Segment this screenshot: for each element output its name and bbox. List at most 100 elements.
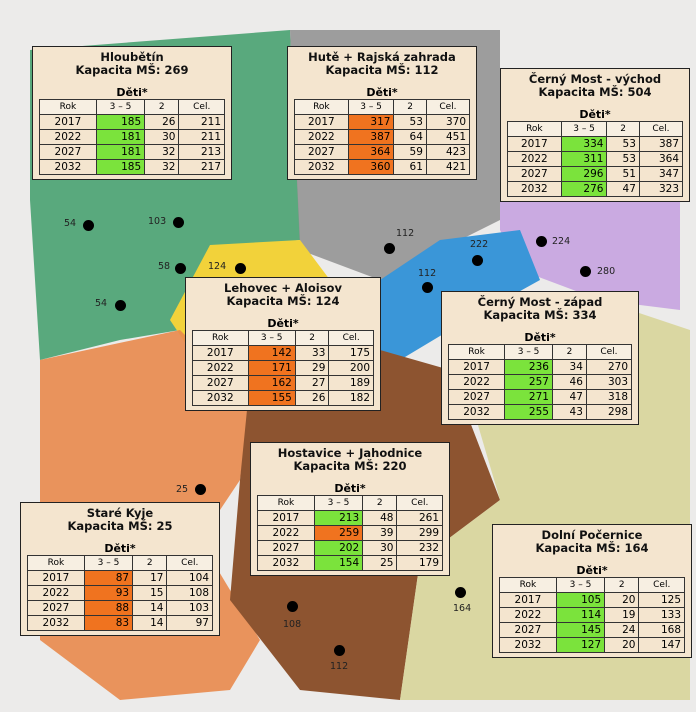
marker-label: 222	[470, 239, 489, 250]
table-cell: 423	[425, 144, 471, 160]
capacity-table: Rok 3 – 5 2 Cel. 2017 334 53 387 2022 311 53 364 202…	[507, 121, 684, 197]
table-cell: 105	[555, 592, 606, 608]
table-cell: 2032	[447, 404, 506, 420]
table-cell: 125	[638, 592, 685, 608]
table-cell: 364	[638, 151, 684, 167]
table-cell: 299	[396, 525, 443, 541]
header-cell: Rok	[447, 344, 506, 360]
table-cell: 2017	[294, 114, 349, 130]
marker-label: 280	[597, 266, 616, 277]
school-marker	[115, 300, 126, 311]
table-cell: 24	[604, 622, 640, 638]
table-row: 2032 185 32 217	[39, 159, 225, 175]
marker-label: 54	[95, 298, 108, 309]
district-name: Lehovec + Aloisov	[224, 281, 342, 295]
table-cell: 257	[504, 374, 553, 390]
table-cell: 185	[95, 114, 146, 130]
table-cell: 298	[585, 404, 633, 420]
header-cell: 3 – 5	[504, 344, 553, 360]
table-cell: 51	[606, 166, 640, 182]
header-row: Rok 3 – 5 2 Cel.	[507, 121, 684, 137]
table-cell: 200	[328, 360, 374, 376]
table-row: 2022 93 15 108	[27, 585, 213, 601]
school-marker	[580, 266, 591, 277]
table-cell: 97	[166, 615, 213, 631]
capacity: Kapacita MŠ: 124	[226, 294, 340, 308]
table-cell: 48	[362, 510, 398, 526]
table-cell: 15	[132, 585, 168, 601]
table-cell: 46	[551, 374, 587, 390]
table-cell: 53	[606, 151, 640, 167]
table-cell: 30	[362, 540, 398, 556]
header-cell: 2	[294, 330, 330, 346]
capacity: Kapacita MŠ: 334	[483, 308, 597, 322]
table-cell: 162	[247, 375, 296, 391]
table-cell: 103	[166, 600, 213, 616]
table-cell: 53	[606, 136, 640, 152]
table-row: 2032 360 61 421	[294, 159, 471, 175]
header-cell: 2	[551, 344, 587, 360]
district-name: Dolní Počernice	[541, 528, 643, 542]
group-label: Děti*	[267, 317, 299, 330]
header-cell: 3 – 5	[347, 99, 395, 115]
table-cell: 2032	[39, 159, 97, 175]
header-row: Rok 3 – 5 2 Cel.	[257, 495, 443, 511]
district-panel: Černý Most - západ Kapacita MŠ: 334 Děti* R…	[441, 291, 639, 425]
table-cell: 311	[560, 151, 608, 167]
table-cell: 360	[347, 159, 395, 175]
table-row: 2027 364 59 423	[294, 144, 471, 160]
table-row: 2017 317 53 370	[294, 114, 471, 130]
table-cell: 2027	[27, 600, 85, 616]
table-cell: 181	[95, 129, 146, 145]
table-cell: 211	[178, 129, 225, 145]
table-cell: 2032	[499, 637, 557, 653]
district-panel: Černý Most - východ Kapacita MŠ: 504 Děti*…	[500, 68, 690, 202]
header-cell: Cel.	[585, 344, 633, 360]
header-cell: Cel.	[638, 121, 684, 137]
table-cell: 104	[166, 570, 213, 586]
marker-label: 112	[418, 268, 437, 279]
table-row: 2022 171 29 200	[192, 360, 374, 376]
table-cell: 276	[560, 181, 608, 197]
header-cell: Rok	[27, 555, 85, 571]
table-cell: 27	[294, 375, 330, 391]
marker-label: 124	[208, 261, 227, 272]
marker-label: 112	[330, 661, 349, 672]
capacity-table: Rok 3 – 5 2 Cel. 2017 236 34 270 2022 257 46 303 202…	[447, 344, 633, 420]
header-cell: 3 – 5	[247, 330, 296, 346]
table-cell: 147	[638, 637, 685, 653]
group-label: Děti*	[576, 564, 608, 577]
marker-label: 108	[283, 619, 302, 630]
table-cell: 217	[178, 159, 225, 175]
header-cell: Cel.	[396, 495, 443, 511]
capacity: Kapacita MŠ: 25	[67, 519, 173, 533]
capacity-table: Rok 3 – 5 2 Cel. 2017 87 17 104 2022 93 15 108 2027 8…	[27, 555, 213, 631]
header-cell: Cel.	[178, 99, 225, 115]
capacity-table: Rok 3 – 5 2 Cel. 2017 185 26 211 2022 181 30 211 202…	[39, 99, 225, 175]
header-cell: Cel.	[166, 555, 213, 571]
marker-label: 58	[158, 261, 171, 272]
table-cell: 43	[551, 404, 587, 420]
table-cell: 127	[555, 637, 606, 653]
header-cell: Cel.	[425, 99, 471, 115]
table-cell: 61	[393, 159, 427, 175]
marker-label: 103	[148, 216, 167, 227]
table-cell: 142	[247, 345, 296, 361]
table-row: 2027 202 30 232	[257, 540, 443, 556]
header-row: Rok 3 – 5 2 Cel.	[294, 99, 471, 115]
table-row: 2027 271 47 318	[447, 389, 633, 405]
header-cell: 2	[144, 99, 180, 115]
district-name: Staré Kyje	[86, 506, 154, 520]
table-cell: 232	[396, 540, 443, 556]
table-cell: 2022	[294, 129, 349, 145]
table-cell: 39	[362, 525, 398, 541]
table-cell: 323	[638, 181, 684, 197]
table-cell: 202	[313, 540, 364, 556]
header-cell: 3 – 5	[560, 121, 608, 137]
table-row: 2017 185 26 211	[39, 114, 225, 130]
table-cell: 213	[178, 144, 225, 160]
table-cell: 213	[313, 510, 364, 526]
table-cell: 2022	[447, 374, 506, 390]
table-cell: 2027	[507, 166, 562, 182]
